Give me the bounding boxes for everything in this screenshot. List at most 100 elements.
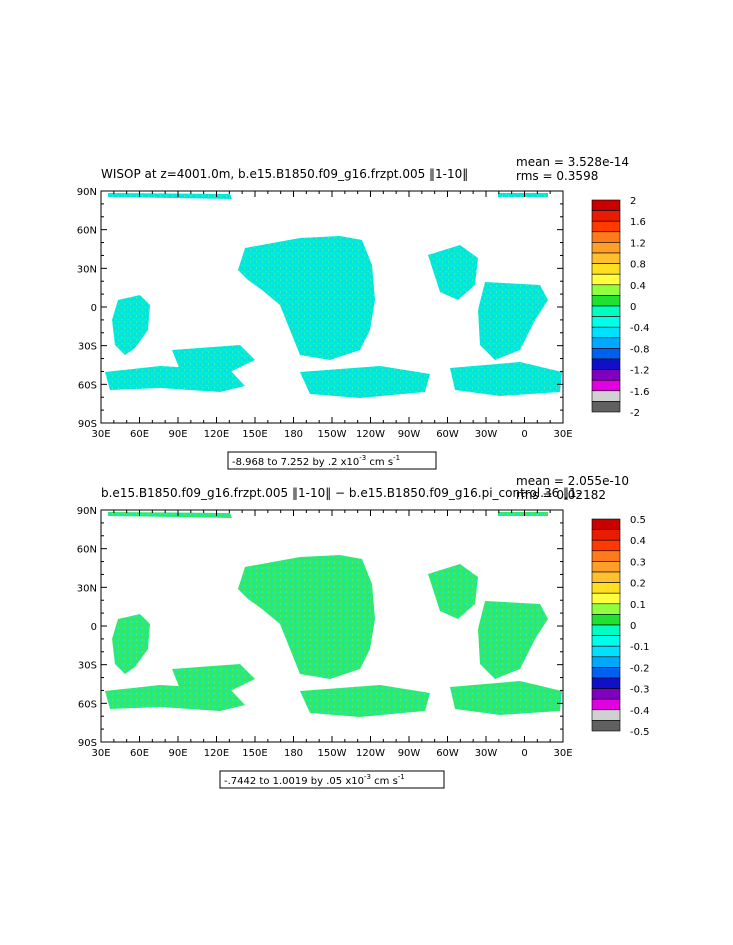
colorbar-swatch (591, 592, 621, 605)
svg-text:-8.968 to 7.252 by .2 x10-3 cm: -8.968 to 7.252 by .2 x10-3 cm s-1 (232, 454, 400, 468)
x-tick-label: 90W (398, 748, 421, 759)
colorbar-label: -0.3 (630, 685, 650, 696)
colorbar-label: -0.2 (630, 663, 650, 674)
x-tick-label: 60W (436, 429, 459, 440)
x-tick-label: 60E (130, 748, 149, 759)
panel-title: WISOP at z=4001.0m, b.e15.B1850.f09_g16.… (101, 167, 468, 181)
colorbar-swatch (591, 316, 621, 328)
range-label-box: -.7442 to 1.0019 by .05 x10-3 cm s-1 (219, 770, 445, 789)
colorbar-swatch (591, 337, 621, 349)
colorbar-label: 2 (630, 196, 636, 207)
range-exp: -3 (364, 773, 371, 781)
ocean-field-southern-east (450, 681, 562, 715)
colorbar-label: -0.4 (630, 706, 650, 717)
colorbar-swatch (591, 550, 621, 562)
ocean-field-southern-west (105, 685, 245, 711)
x-tick-label: 180 (284, 429, 303, 440)
y-tick-label: 90S (78, 738, 97, 749)
range-text: -8.968 to 7.252 by .2 x10 (232, 457, 359, 468)
x-tick-label: 90W (398, 429, 421, 440)
y-tick-label: 60S (78, 380, 97, 391)
colorbar-swatch (591, 677, 621, 689)
rms-stat: rms = 0.02182 (516, 488, 606, 502)
x-tick-label: 180 (284, 748, 303, 759)
range-units-exp: -1 (398, 773, 405, 781)
colorbar-swatch (591, 379, 621, 392)
x-tick-label: 30E (91, 429, 110, 440)
y-tick-label: 30S (78, 342, 97, 353)
colorbar-swatch (591, 645, 621, 658)
x-tick-label: 30W (475, 748, 498, 759)
colorbar-swatch (591, 220, 621, 233)
range-units-exp: -1 (393, 454, 400, 462)
panel-title: b.e15.B1850.f09_g16.frzpt.005 ‖1-10‖ − b… (101, 486, 581, 500)
x-tick-label: 150W (318, 748, 347, 759)
colorbar-swatch (591, 698, 621, 711)
x-tick-label: 0 (521, 429, 527, 440)
colorbar-swatch (591, 326, 621, 339)
x-tick-label: 90E (168, 748, 187, 759)
colorbar-label: -1.6 (630, 387, 650, 398)
land-mask-north-strip (108, 512, 548, 518)
range-label-box: -8.968 to 7.252 by .2 x10-3 cm s-1 (227, 451, 437, 470)
y-tick-label: 30N (77, 583, 97, 594)
colorbar-swatch (591, 624, 621, 636)
colorbar-label: -0.1 (630, 642, 650, 653)
ocean-field-southern-east (450, 362, 562, 396)
colorbar-label: 0.1 (630, 600, 646, 611)
colorbar-label: 1.6 (630, 217, 646, 228)
colorbar-swatch (591, 242, 621, 254)
x-tick-label: 90E (168, 429, 187, 440)
range-exp: -3 (359, 454, 366, 462)
y-tick-label: 30N (77, 264, 97, 275)
y-axis: 90N 60N 30N 0 30S 60S 90S (77, 187, 563, 430)
y-tick-label: 0 (91, 622, 97, 633)
colorbar-label: 0.3 (630, 557, 646, 568)
x-tick-label: 150W (318, 429, 347, 440)
ocean-field-indian (112, 295, 150, 355)
colorbar-swatch (591, 284, 621, 296)
ocean-field-atlantic-north (428, 245, 478, 300)
ocean-field-atlantic-north (428, 564, 478, 619)
colorbar-label: -2 (630, 408, 640, 419)
map-field (105, 193, 562, 398)
colorbar-swatch (591, 561, 621, 573)
y-tick-label: 0 (91, 303, 97, 314)
range-units: cm s (366, 457, 393, 468)
ocean-field-indian (112, 614, 150, 674)
colorbar-swatch (591, 582, 621, 594)
x-axis: 30E 60E 90E 120E 150E 180 150W 120W 90W 60W 30W 0 30… (91, 510, 573, 759)
ocean-field-atlantic-east (478, 282, 548, 360)
colorbar-label: -0.4 (630, 323, 650, 334)
x-tick-label: 30E (553, 429, 572, 440)
y-tick-label: 90S (78, 419, 97, 430)
ocean-field-atlantic-east (478, 601, 548, 679)
ocean-field-southern-central (300, 366, 430, 398)
range-units: cm s (371, 776, 398, 787)
colorbar-label: -1.2 (630, 366, 650, 377)
rms-stat: rms = 0.3598 (516, 169, 598, 183)
colorbar-label: 0.8 (630, 260, 646, 271)
colorbar-swatch (591, 273, 621, 286)
colorbar-swatch (591, 518, 621, 530)
colorbar-swatch (591, 688, 621, 700)
colorbar-label: 0.4 (630, 536, 646, 547)
colorbar-swatch (591, 369, 621, 381)
colorbar-label: -0.8 (630, 344, 650, 355)
panel-top: WISOP at z=4001.0m, b.e15.B1850.f09_g16.… (77, 155, 650, 470)
colorbar-label: 0.5 (630, 515, 646, 526)
colorbar-label: 0.2 (630, 579, 646, 590)
colorbar-swatch (591, 529, 621, 541)
colorbar-swatch (591, 720, 621, 732)
x-axis: 30E 60E 90E 120E 150E 180 150W 120W 90W 60W 30W 0 30… (91, 191, 573, 440)
colorbar-swatch (591, 295, 621, 307)
x-tick-label: 30E (91, 748, 110, 759)
x-tick-label: 150E (242, 748, 267, 759)
x-tick-label: 120W (356, 748, 385, 759)
range-text: -.7442 to 1.0019 by .05 x10 (224, 776, 364, 787)
x-tick-label: 60E (130, 429, 149, 440)
colorbar: 0.5 0.4 0.3 0.2 0.1 0 -0.1 -0.2 -0.3 -0.4 -0.5 (591, 515, 650, 738)
y-axis: 90N 60N 30N 0 30S 60S 90S (77, 506, 563, 749)
colorbar-swatch (591, 390, 621, 402)
